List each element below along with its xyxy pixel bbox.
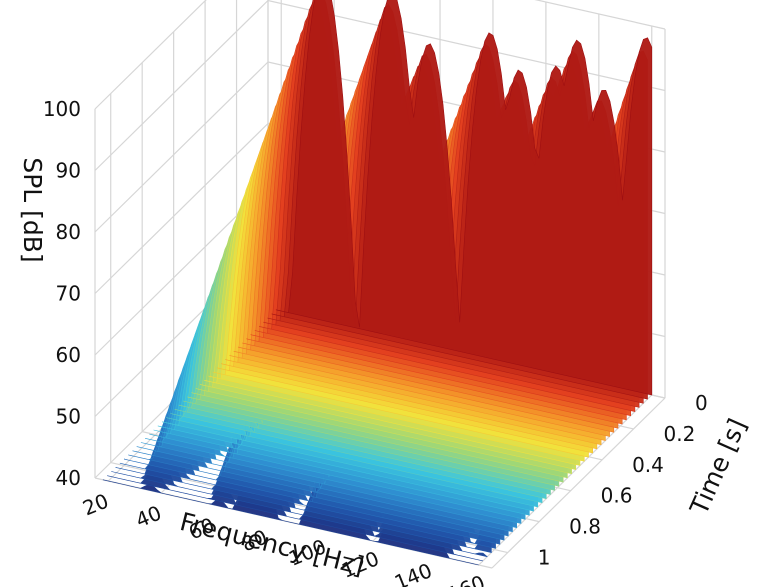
grid-line: [491, 397, 666, 569]
grid-line: [94, 0, 269, 171]
y-tick-label: 0.6: [601, 484, 633, 508]
x-tick-label: 40: [132, 501, 165, 533]
y-tick-label: 0.8: [569, 515, 601, 539]
y-tick-label: 1: [538, 546, 551, 570]
x-tick-label: 140: [391, 558, 435, 587]
z-tick-label: 70: [56, 282, 81, 306]
z-tick-label: 100: [43, 97, 81, 121]
z-tick-label: 80: [56, 220, 81, 244]
z-tick-labels: 40 50 60 70 80 90 100: [43, 97, 81, 490]
grid-line: [94, 123, 269, 294]
y-tick-label: 0.2: [664, 422, 696, 446]
grid-line: [478, 394, 653, 566]
surface-slice: [275, 0, 653, 396]
y-tick-label: 0.4: [632, 453, 664, 477]
grid-line: [94, 0, 207, 110]
z-tick-label: 60: [56, 343, 81, 367]
x-tick-label: 160: [444, 570, 488, 587]
z-tick-label: 40: [56, 466, 81, 490]
z-tick-label: 90: [56, 159, 81, 183]
y-tick-label: 0: [695, 391, 708, 415]
y-tick-labels: 0 0.20.4 0.60.8 1: [538, 391, 708, 570]
z-tick-label: 50: [56, 405, 81, 429]
grid-line: [94, 61, 269, 233]
z-axis-title: SPL [dB]: [18, 157, 47, 262]
surface: [102, 0, 653, 566]
x-tick-label: 20: [79, 489, 112, 521]
